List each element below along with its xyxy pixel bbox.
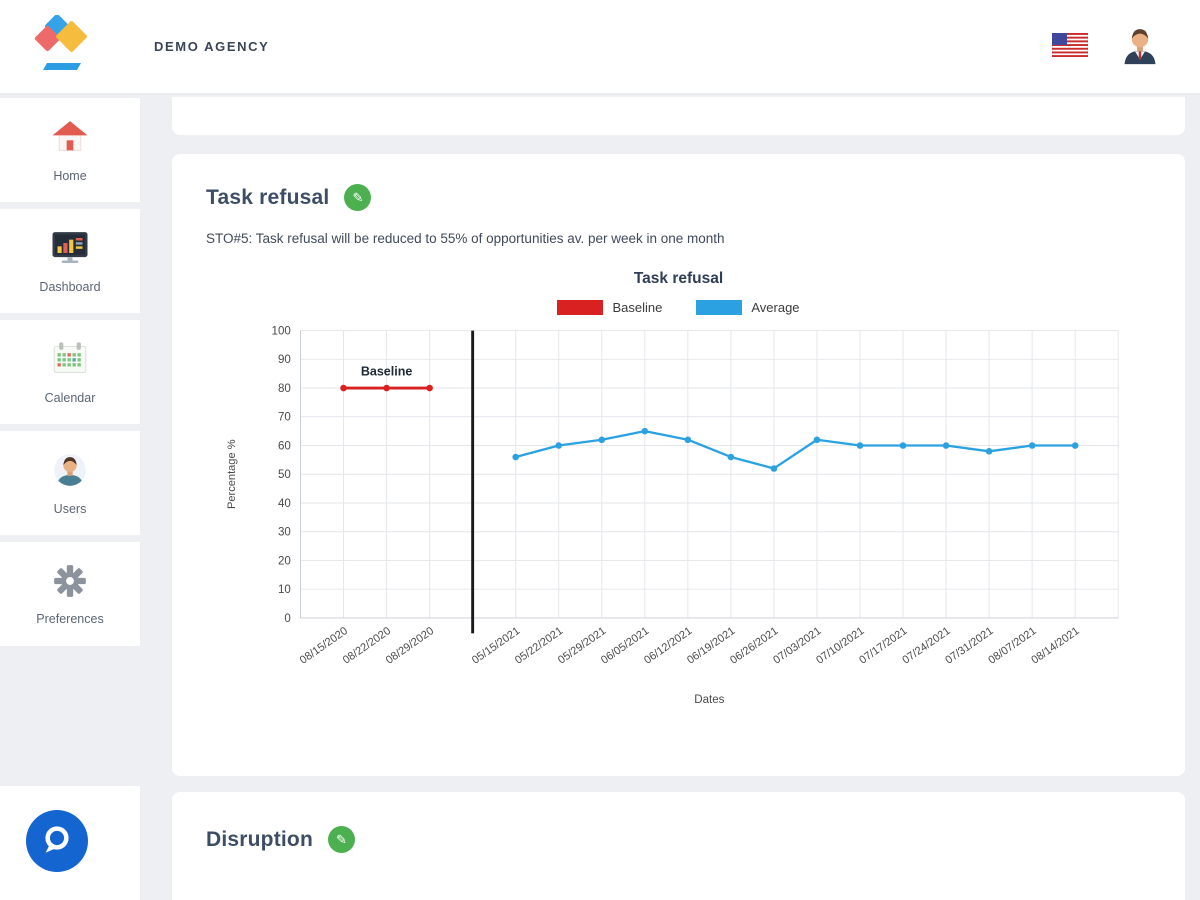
brand-name: DEMO AGENCY [154, 39, 270, 54]
sidebar-item-label: Users [53, 502, 87, 516]
svg-text:90: 90 [278, 354, 291, 366]
sidebar-item-dashboard[interactable]: Dashboard [0, 209, 140, 313]
chart-legend: Baseline Average [206, 300, 1151, 315]
sidebar-item-home[interactable]: Home [0, 98, 140, 202]
legend-label-average: Average [751, 300, 800, 315]
chat-button[interactable] [26, 810, 88, 872]
sidebar-item-users[interactable]: Users [0, 431, 140, 535]
task-refusal-chart: 010203040506070809010008/15/202008/22/20… [226, 325, 1119, 706]
sidebar-item-label: Preferences [36, 612, 104, 626]
sidebar: Home Dashboard [0, 95, 140, 900]
sidebar-item-label: Home [53, 169, 87, 183]
svg-text:08/14/2021: 08/14/2021 [1029, 625, 1081, 667]
user-avatar[interactable] [1120, 25, 1160, 68]
sidebar-bottom [0, 786, 140, 900]
average-swatch [696, 300, 743, 315]
svg-text:100: 100 [272, 325, 291, 337]
header-actions [1051, 25, 1160, 68]
disruption-card-header: Disruption ✎ [206, 826, 1151, 853]
app-header: DEMO AGENCY [0, 0, 1200, 95]
svg-text:40: 40 [278, 498, 291, 510]
svg-text:10: 10 [278, 584, 291, 596]
home-icon [50, 117, 90, 160]
legend-item-baseline[interactable]: Baseline [557, 300, 662, 315]
disruption-card-title: Disruption [206, 827, 313, 851]
svg-text:Percentage %: Percentage % [226, 439, 238, 509]
svg-text:20: 20 [278, 555, 291, 567]
svg-text:0: 0 [284, 613, 290, 625]
task-goal-text: STO#5: Task refusal will be reduced to 5… [206, 231, 725, 246]
task-card-title: Task refusal [206, 185, 330, 209]
app-logo-icon [34, 13, 98, 79]
task-card-header: Task refusal ✎ [206, 184, 1151, 211]
legend-label-baseline: Baseline [612, 300, 663, 315]
task-refusal-card: Task refusal ✎ STO#5: Task refusal will … [172, 154, 1185, 776]
main-content: Task refusal ✎ STO#5: Task refusal will … [140, 95, 1200, 900]
chart-title: Task refusal [633, 270, 724, 287]
users-icon [50, 450, 90, 493]
svg-text:80: 80 [278, 383, 291, 395]
sidebar-item-label: Calendar [44, 391, 96, 405]
gear-icon [51, 562, 89, 603]
svg-text:Dates: Dates [694, 694, 724, 706]
svg-text:60: 60 [278, 440, 291, 452]
svg-text:70: 70 [278, 412, 291, 424]
disruption-card: Disruption ✎ [172, 792, 1185, 900]
svg-text:30: 30 [278, 527, 291, 539]
dashboard-icon [50, 228, 90, 271]
baseline-swatch [557, 300, 604, 315]
sidebar-item-label: Dashboard [39, 280, 101, 294]
edit-task-refusal-button[interactable]: ✎ [344, 184, 372, 211]
sidebar-item-calendar[interactable]: Calendar [0, 320, 140, 424]
calendar-icon [50, 339, 90, 382]
sidebar-item-preferences[interactable]: Preferences [0, 542, 140, 646]
edit-disruption-button[interactable]: ✎ [328, 826, 355, 853]
svg-text:50: 50 [278, 469, 291, 481]
svg-text:08/29/2020: 08/29/2020 [384, 625, 436, 667]
svg-text:Baseline: Baseline [361, 365, 413, 379]
legend-item-average[interactable]: Average [696, 300, 800, 315]
language-flag-us-icon[interactable] [1051, 32, 1089, 60]
chat-bubble-icon [41, 824, 73, 859]
previous-card-partial [172, 97, 1185, 135]
